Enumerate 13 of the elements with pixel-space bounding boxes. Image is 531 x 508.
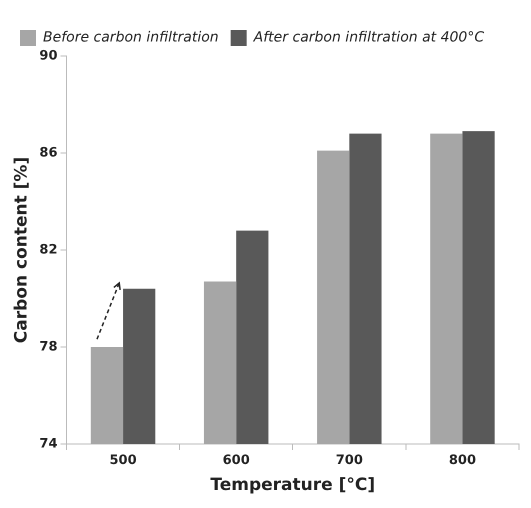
x-tick-label: 600 [222,453,250,468]
x-tick-label: 700 [336,453,363,468]
y-axis-title: Carbon content [%] [12,156,32,344]
legend-label: After carbon infiltration at 400°C [252,30,484,46]
x-tick-label: 800 [448,453,476,468]
y-tick-label: 90 [39,48,58,64]
x-axis-title: Temperature [°C] [210,475,376,496]
legend-label: Before carbon infiltration [43,30,219,46]
y-tick-label: 74 [39,436,58,452]
y-tick-label: 78 [39,339,58,354]
x-tick-label: 500 [109,453,137,468]
y-tick-label: 82 [39,242,58,258]
y-tick-label: 86 [39,145,58,160]
